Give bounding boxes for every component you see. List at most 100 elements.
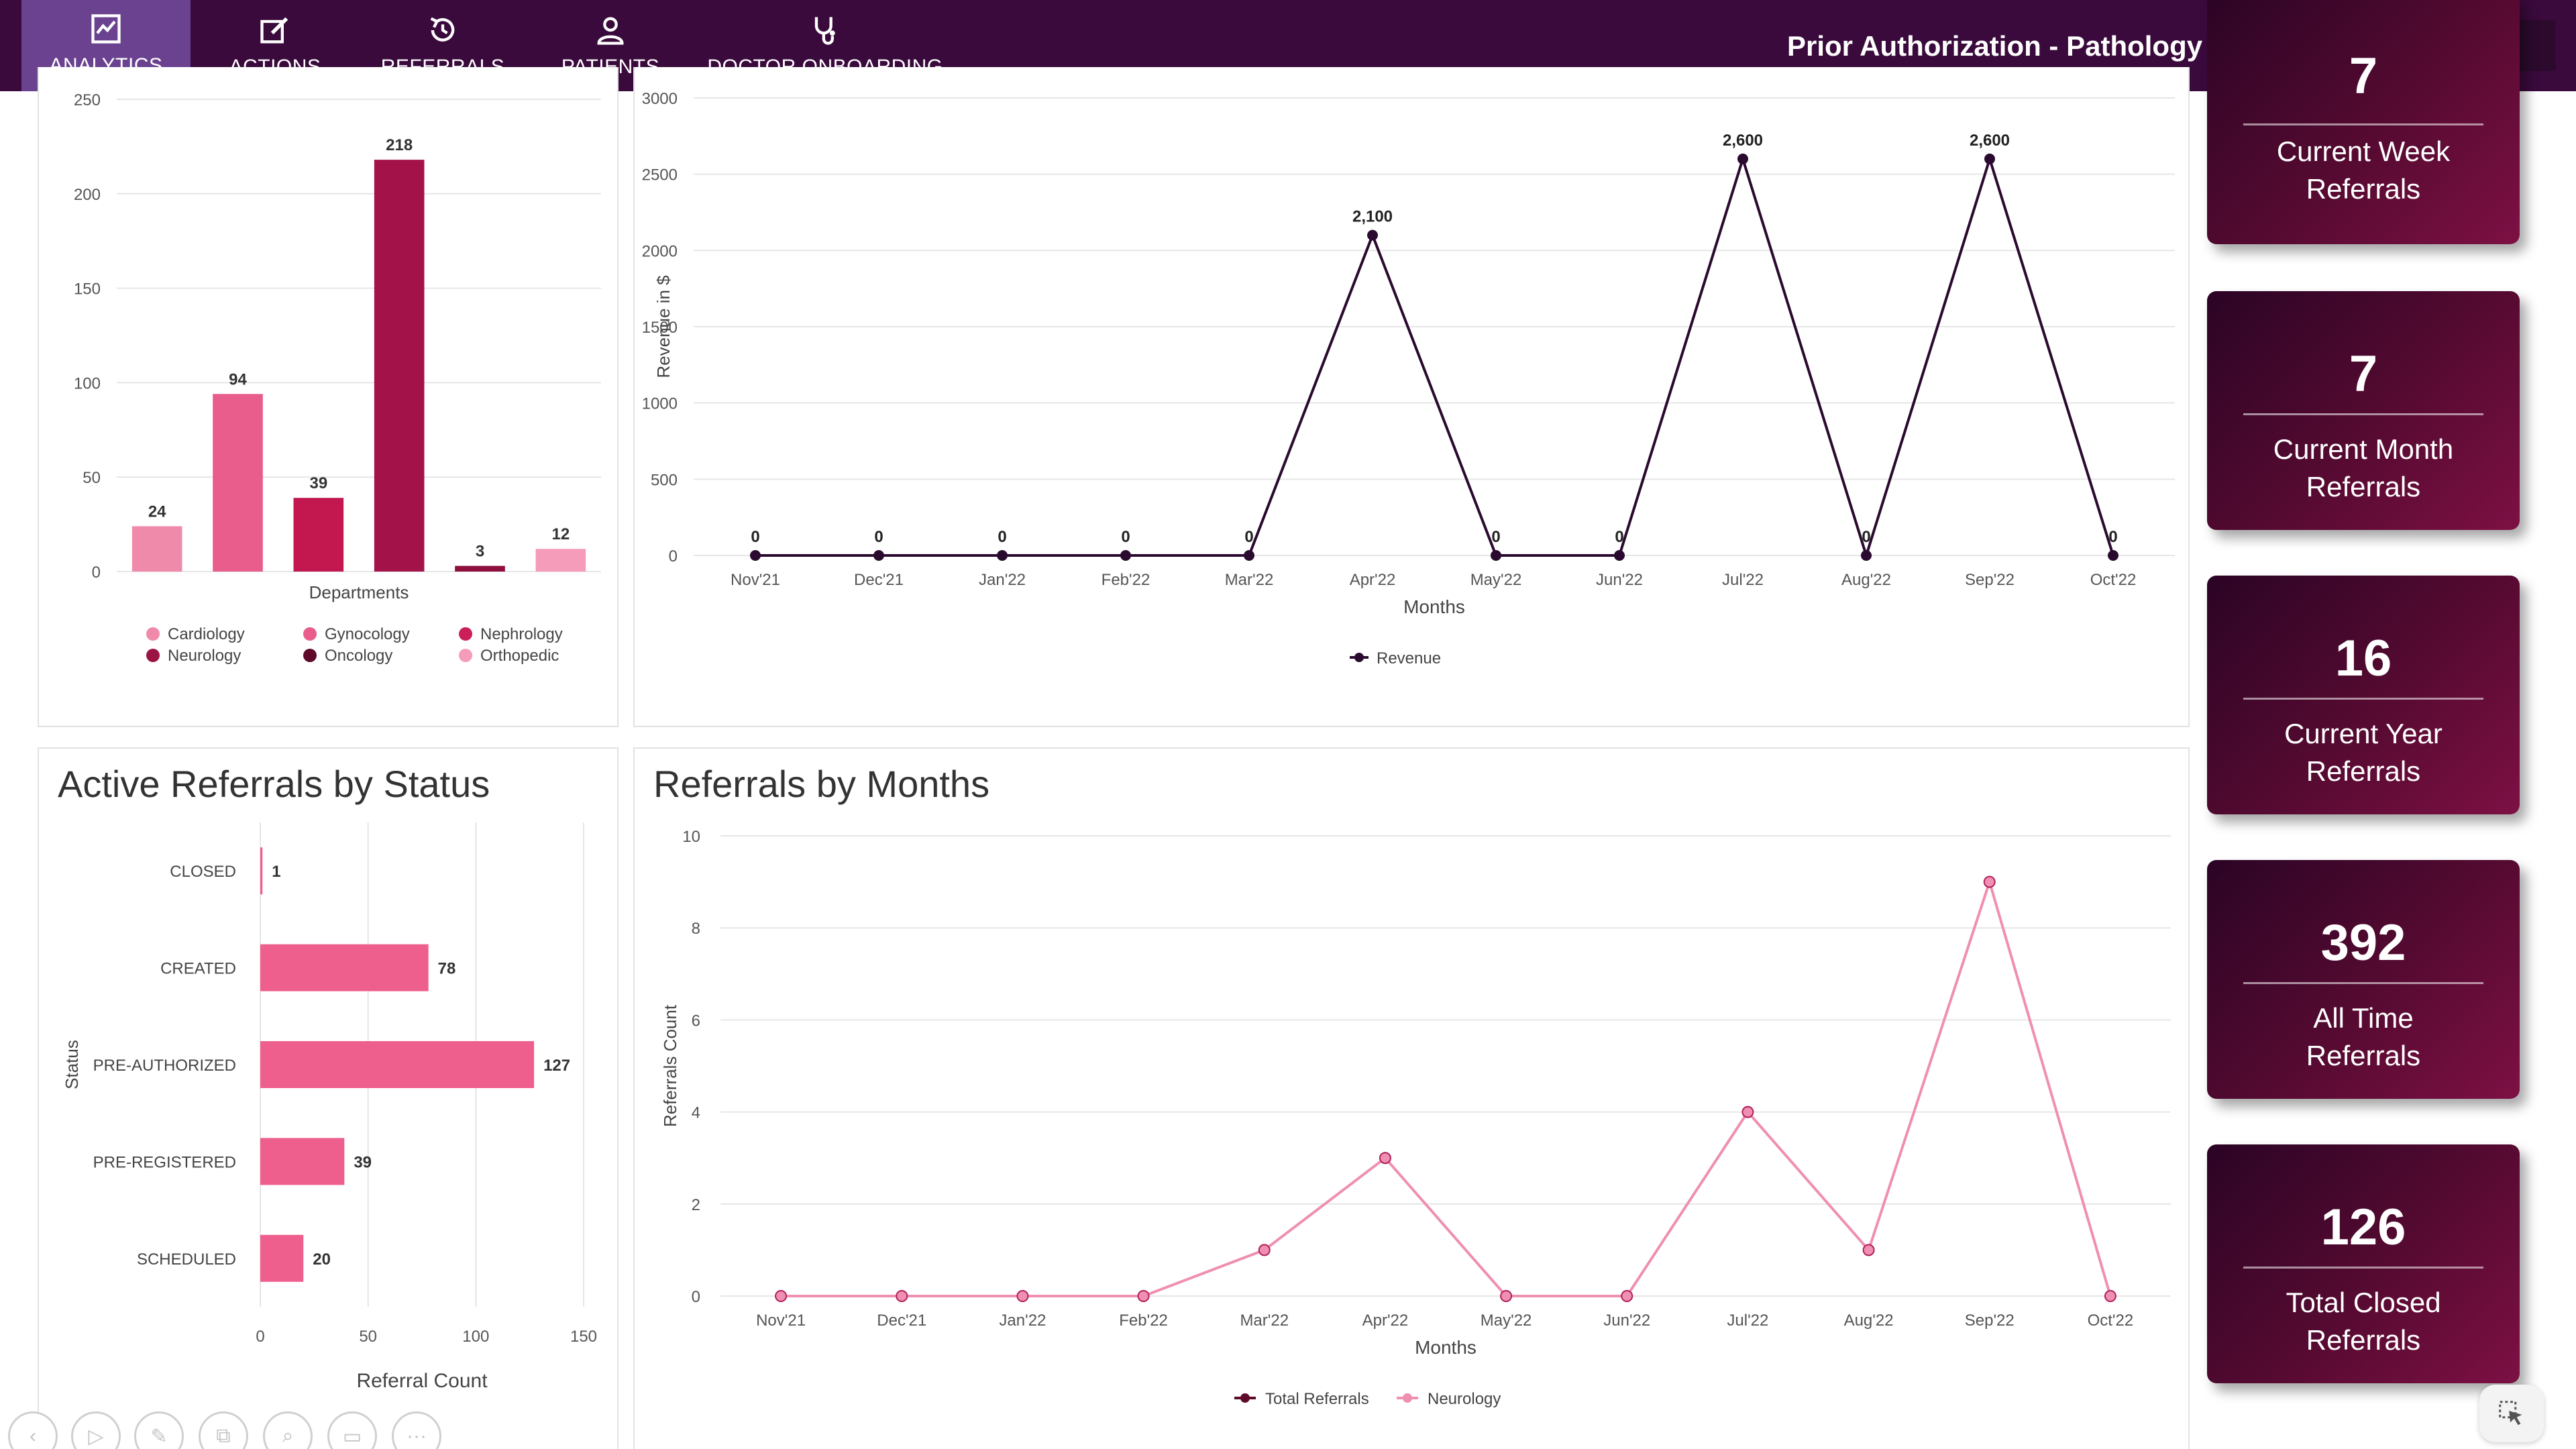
legend-label: Gynocology — [325, 625, 410, 643]
y-tick-label: 3000 — [642, 90, 678, 108]
display-icon[interactable]: ▭ — [327, 1411, 377, 1449]
data-point — [2108, 550, 2118, 561]
x-tick-label: Aug'22 — [1841, 571, 1891, 589]
series-line — [781, 877, 2112, 1297]
bar — [260, 1041, 535, 1088]
data-point — [1614, 550, 1625, 561]
legend-label: Nephrology — [480, 625, 563, 643]
kpi-card-current-week[interactable]: 7 Current Week Referrals — [2207, 0, 2520, 244]
y-tick-label: 8 — [692, 920, 700, 938]
legend-marker — [146, 649, 160, 662]
bar — [131, 526, 182, 572]
data-point — [750, 550, 761, 561]
legend-label: Revenue — [1377, 649, 1441, 667]
x-tick-label: Jan'22 — [999, 1311, 1046, 1330]
y-tick-label: 150 — [74, 280, 101, 299]
data-label: 0 — [1491, 528, 1500, 546]
bar — [260, 1234, 304, 1282]
legend-marker — [303, 649, 317, 662]
data-label: 2,600 — [1970, 131, 2010, 150]
x-tick-label: Jul'22 — [1722, 571, 1764, 589]
bar — [260, 944, 429, 991]
chart-line-icon — [91, 13, 121, 44]
data-point — [1621, 1290, 1633, 1302]
cursor-select-button[interactable] — [2479, 1385, 2544, 1442]
x-tick-label: Sep'22 — [1965, 571, 2015, 589]
x-tick-label: Apr'22 — [1362, 1311, 1409, 1330]
history-icon — [430, 17, 455, 42]
data-label: 39 — [309, 474, 327, 492]
data-label: 127 — [543, 1057, 570, 1075]
y-tick-label: 2000 — [642, 242, 678, 260]
kpi-value: 7 — [2349, 48, 2378, 105]
data-point — [997, 550, 1008, 561]
y-tick-label: 6 — [692, 1012, 700, 1030]
context-dropdown[interactable]: Prior Authorization - Pathology ▼ — [1787, 27, 2232, 66]
bar — [455, 566, 505, 572]
data-point — [775, 1290, 788, 1302]
data-point — [1244, 550, 1254, 561]
data-label: 0 — [998, 528, 1006, 546]
kpi-card-current-month[interactable]: 7 Current Month Referrals — [2207, 291, 2520, 530]
data-point — [1491, 550, 1501, 561]
data-point — [873, 550, 884, 561]
legend-marker — [1403, 1393, 1412, 1403]
context-label: Prior Authorization - Pathology — [1787, 30, 2203, 62]
legend-label: Oncology — [325, 647, 392, 665]
legend-label: Orthopedic — [480, 647, 559, 665]
y-tick-label: 0 — [692, 1288, 700, 1306]
data-point — [1862, 1244, 1875, 1256]
y-tick-label: 500 — [651, 471, 678, 489]
legend-marker — [1240, 1393, 1250, 1403]
status-bar-chart: 0 50 100 150 CLOSED 1 CREATED 78 PRE-AUTHORIZED 1… — [62, 822, 597, 1392]
legend-marker — [459, 649, 472, 662]
y-tick-label: 50 — [83, 469, 101, 487]
data-point — [1984, 153, 1995, 164]
y-tick-label: 0 — [92, 564, 101, 582]
y-axis-label: Revenue in $ — [653, 275, 674, 378]
kpi-card-current-year[interactable]: 16 Current Year Referrals — [2207, 576, 2520, 814]
data-point — [2104, 1290, 2116, 1302]
kpi-card-total-closed[interactable]: 126 Total Closed Referrals — [2207, 1144, 2520, 1383]
play-icon[interactable]: ▷ — [71, 1411, 121, 1449]
data-point — [896, 1290, 908, 1302]
data-point — [1737, 153, 1748, 164]
x-tick-label: May'22 — [1481, 1311, 1532, 1330]
data-point — [1258, 1244, 1271, 1256]
y-tick-label: PRE-AUTHORIZED — [93, 1057, 236, 1075]
bar — [293, 498, 344, 572]
data-label: 0 — [1862, 528, 1870, 546]
more-icon[interactable]: ··· — [392, 1411, 441, 1449]
legend-marker — [146, 627, 160, 641]
y-tick-label: CREATED — [160, 960, 236, 978]
y-tick-label: CLOSED — [170, 863, 236, 881]
back-icon[interactable]: ‹ — [8, 1411, 58, 1449]
data-point — [1367, 229, 1378, 241]
data-point — [1861, 550, 1872, 561]
bar — [260, 847, 263, 895]
y-tick-label: 100 — [74, 374, 101, 392]
kpi-card-all-time[interactable]: 392 All Time Referrals — [2207, 860, 2520, 1099]
x-tick-label: Mar'22 — [1225, 571, 1274, 589]
departments-bar-chart: 0 50 100 150 200 250 24 94 39 218 3 12 Departments Ca… — [74, 91, 601, 665]
data-label: 0 — [874, 528, 883, 546]
copy-icon[interactable]: ⧉ — [199, 1411, 248, 1449]
edit-icon — [260, 17, 288, 44]
zoom-icon[interactable]: ⌕ — [263, 1411, 313, 1449]
y-tick-label: 200 — [74, 186, 101, 204]
x-tick-label: Nov'21 — [731, 571, 780, 589]
y-tick-label: PRE-REGISTERED — [93, 1153, 236, 1171]
kpi-value: 16 — [2334, 630, 2392, 687]
legend-label: Total Referrals — [1265, 1390, 1369, 1408]
x-tick-label: Aug'22 — [1844, 1311, 1894, 1330]
y-tick-label: 1500 — [642, 319, 678, 337]
legend-label: Cardiology — [168, 625, 245, 643]
data-label: 3 — [476, 543, 484, 561]
data-label: 218 — [386, 136, 413, 154]
kpi-label: Current Week Referrals — [2276, 136, 2451, 205]
kpi-label: Total Closed Referrals — [2286, 1287, 2441, 1356]
data-label: 2,100 — [1352, 208, 1393, 226]
pen-icon[interactable]: ✎ — [134, 1411, 184, 1449]
kpi-value: 392 — [2320, 914, 2406, 971]
y-tick-label: 1000 — [642, 395, 678, 413]
